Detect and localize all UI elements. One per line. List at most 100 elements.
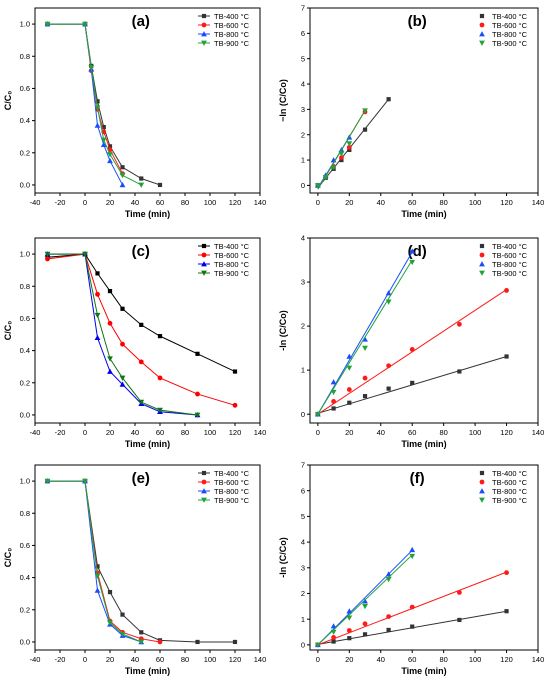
data-point: [346, 141, 353, 147]
x-tick-label: 40: [377, 655, 385, 664]
legend-marker: [201, 13, 207, 19]
legend-entry: TB-800 °C: [214, 260, 250, 269]
legend-entry: TB-900 °C: [214, 39, 250, 48]
data-point: [120, 341, 125, 347]
fit-line: [317, 259, 413, 415]
legend-entry: TB-800 °C: [492, 30, 528, 39]
legend-marker: [201, 497, 207, 503]
data-point: [504, 609, 509, 614]
legend-marker: [201, 488, 207, 494]
series-1: [315, 609, 509, 647]
y-tick-label: 0.8: [20, 52, 30, 61]
data-point: [346, 144, 352, 150]
plot-frame: [309, 237, 539, 424]
x-tick-label: 80: [439, 655, 447, 664]
x-tick-label: -40: [30, 655, 41, 664]
y-tick-label: 4: [301, 234, 305, 243]
y-tick-label: 0: [301, 410, 305, 419]
y-tick-label: 0.6: [20, 541, 30, 550]
series-3: [44, 21, 126, 188]
y-tick-label: 3: [301, 563, 305, 572]
data-point: [386, 627, 391, 633]
y-axis-label: -ln (C/Co): [278, 310, 288, 351]
x-tick-label: 140: [532, 428, 545, 437]
series-line: [47, 253, 236, 372]
data-point: [107, 288, 113, 294]
legend-marker: [479, 40, 485, 46]
x-tick-label: 120: [229, 655, 242, 664]
x-tick-label: 0: [83, 198, 87, 207]
x-tick-label: -20: [55, 655, 66, 664]
series-2: [45, 21, 125, 177]
data-point: [232, 369, 238, 374]
x-tick-label: 60: [156, 428, 164, 437]
legend: TB-400 °CTB-600 °CTB-800 °CTB-900 °C: [479, 469, 528, 505]
data-point: [314, 411, 321, 418]
legend-entry: TB-400 °C: [492, 469, 528, 478]
legend-entry: TB-600 °C: [492, 251, 528, 260]
legend-entry: TB-400 °C: [492, 242, 528, 251]
x-tick-label: 20: [345, 198, 353, 207]
panel-5: -40 -20 0 20 40 60 80 100 120 140 0.0 0.2 0.4 0.6 0.8 1…: [3, 464, 266, 676]
plot-frame: [34, 237, 261, 424]
data-point: [409, 553, 416, 560]
legend-marker: [479, 488, 485, 494]
y-tick-label: 3: [301, 278, 305, 287]
data-point: [457, 617, 462, 623]
y-axis-label: C/C₀: [3, 548, 13, 568]
data-point: [331, 635, 336, 640]
x-tick-label: 80: [439, 428, 447, 437]
data-point: [119, 381, 126, 387]
legend-marker: [479, 261, 485, 267]
data-point: [409, 347, 415, 352]
data-point: [347, 636, 352, 641]
y-tick-label: 0.0: [20, 411, 30, 420]
series-line: [47, 480, 142, 643]
data-point: [385, 299, 392, 305]
x-tick-label: 60: [156, 198, 164, 207]
data-point: [386, 97, 391, 102]
fit-line: [317, 289, 507, 415]
data-point: [362, 345, 368, 352]
y-tick-label: 7: [301, 461, 305, 470]
x-tick-label: -20: [55, 428, 66, 437]
x-tick-label: 40: [377, 428, 385, 437]
data-point: [82, 478, 88, 484]
y-tick-label: 0.6: [20, 84, 30, 93]
data-point: [339, 157, 344, 163]
fit-line: [317, 251, 413, 415]
y-tick-label: 2: [301, 130, 305, 139]
legend: TB-400 °CTB-600 °CTB-800 °CTB-900 °C: [479, 12, 528, 48]
data-point: [362, 108, 368, 114]
data-point: [100, 137, 107, 143]
x-tick-label: 120: [500, 198, 513, 207]
x-tick-label: 0: [316, 655, 320, 664]
data-point: [504, 570, 509, 576]
x-axis-label: Time (min): [401, 439, 446, 449]
x-axis-label: Time (min): [125, 209, 170, 219]
legend-entry: TB-900 °C: [492, 496, 528, 505]
plot-frame: [34, 464, 261, 651]
series-4: [314, 259, 416, 418]
y-tick-label: 6: [301, 29, 305, 38]
data-point: [82, 251, 88, 257]
legend-marker: [201, 479, 207, 485]
legend: TB-400 °CTB-600 °CTB-800 °CTB-900 °C: [479, 242, 528, 278]
data-point: [347, 147, 352, 153]
legend-entry: TB-800 °C: [214, 487, 250, 496]
data-point: [346, 608, 353, 614]
data-point: [119, 182, 126, 188]
x-tick-label: 100: [204, 655, 217, 664]
data-point: [94, 122, 101, 128]
legend-entry: TB-900 °C: [492, 269, 528, 278]
x-tick-label: 120: [500, 428, 513, 437]
legend-marker: [201, 252, 207, 258]
y-tick-label: 0.0: [20, 638, 30, 647]
data-point: [409, 604, 415, 610]
legend-marker: [201, 261, 207, 267]
data-point: [339, 155, 344, 160]
data-point: [386, 614, 392, 619]
data-point: [338, 151, 345, 157]
x-tick-label: 100: [469, 428, 482, 437]
